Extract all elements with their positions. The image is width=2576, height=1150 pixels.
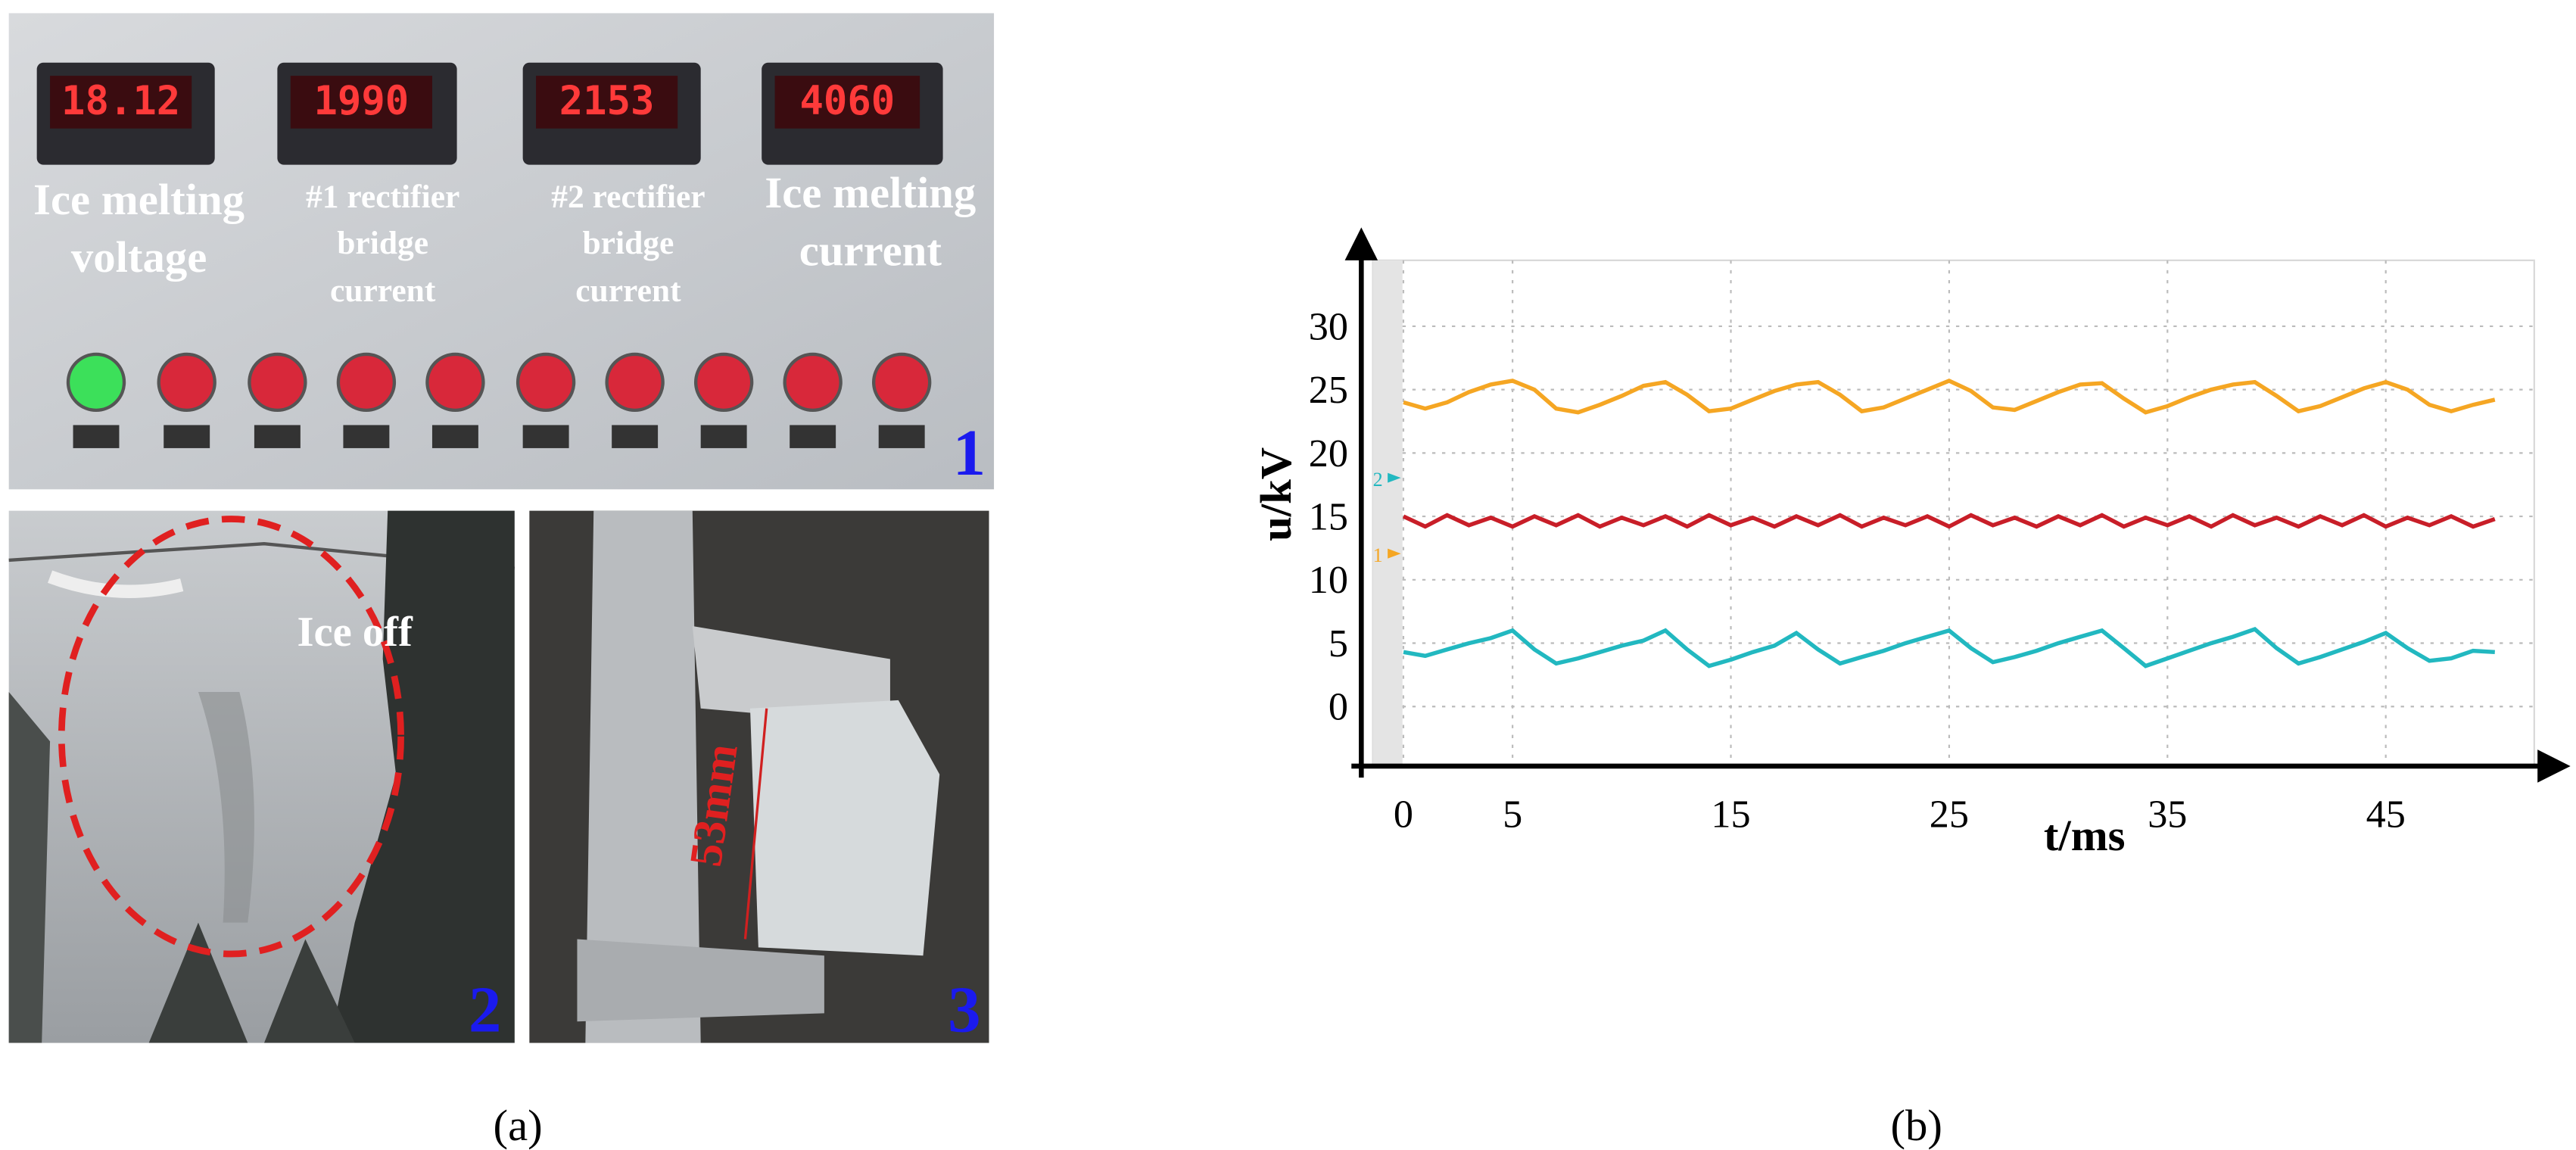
photo-number: 3: [948, 972, 981, 1046]
annotation: Ice off: [297, 609, 413, 656]
button-base: [431, 425, 478, 448]
channel-marker: 2: [1373, 469, 1383, 491]
y-axis-label: u/kV: [1251, 447, 1300, 541]
channel-arrow: [1388, 472, 1401, 483]
plot-area: [1372, 259, 2535, 768]
y-tick-label: 30: [1309, 304, 1348, 348]
channel-marker: 1: [1373, 544, 1383, 566]
meter-label: current: [330, 273, 436, 309]
meter-label: current: [575, 273, 681, 309]
y-tick-label: 20: [1309, 432, 1348, 475]
y-tick-label: 10: [1309, 558, 1348, 602]
button-base: [790, 425, 836, 448]
y-tick-label: 0: [1328, 685, 1348, 729]
indicator-button: [516, 352, 576, 413]
data-line: [1403, 627, 2495, 668]
meter-label: voltage: [71, 232, 207, 282]
indicator-button: [336, 352, 397, 413]
button-base: [878, 425, 925, 448]
meter-reading: 18.12: [61, 79, 180, 124]
x-axis-arrow: [2537, 750, 2571, 783]
button-base: [612, 425, 659, 448]
button-base: [700, 425, 747, 448]
indicator-button: [425, 352, 485, 413]
y-axis-arrow: [1344, 227, 1378, 260]
x-tick-label: 35: [2148, 792, 2187, 836]
button-base: [164, 425, 210, 448]
y-tick-label: 5: [1328, 622, 1348, 665]
data-line: [1403, 378, 2496, 415]
photo-number: 2: [469, 972, 502, 1046]
indicator-button: [605, 352, 665, 413]
x-axis-label: t/ms: [2044, 811, 2126, 860]
x-tick-label: 15: [1711, 792, 1750, 836]
photo-panel-1: 18.12 1990 2153 4060 Ice melting voltage…: [8, 13, 995, 490]
button-base: [343, 425, 390, 448]
caption: (a): [494, 1101, 543, 1150]
photo-panel-3: 53mm 3: [529, 510, 989, 1046]
x-tick-label: 25: [1930, 792, 1969, 836]
meter-reading: 4060: [799, 79, 895, 124]
button-base: [522, 425, 569, 448]
indicator-button: [872, 352, 932, 413]
x-tick-label: 5: [1503, 792, 1522, 836]
meter-label: #2 rectifier: [551, 179, 705, 215]
button-base: [254, 425, 301, 448]
indicator-button: [157, 352, 216, 413]
plot-strip: [1372, 260, 1403, 766]
x-tick-label: 45: [2366, 792, 2406, 836]
meter-label: current: [799, 226, 942, 275]
photo-number: 1: [953, 416, 986, 489]
indicator-button: [66, 352, 126, 413]
meter-label: Ice melting: [33, 175, 245, 224]
caption: (b): [1890, 1101, 1942, 1150]
meter-reading: 1990: [313, 79, 409, 124]
y-tick-label: 25: [1309, 368, 1348, 412]
meter-reading: 2153: [559, 79, 655, 124]
y-tick-label: 15: [1309, 494, 1348, 538]
meter-label: #1 rectifier: [306, 179, 459, 215]
button-base: [73, 425, 120, 448]
channel-arrow: [1388, 548, 1401, 559]
meter-label: bridge: [582, 225, 674, 261]
indicator-button: [783, 352, 843, 413]
indicator-button: [248, 352, 307, 413]
data-line: [1402, 513, 2496, 529]
meter-label: Ice melting: [765, 168, 976, 217]
photo-panel-2: Ice off 2: [8, 510, 515, 1046]
indicator-button: [693, 352, 754, 413]
x-tick-label: 0: [1394, 792, 1413, 836]
meter-label: bridge: [337, 225, 428, 261]
